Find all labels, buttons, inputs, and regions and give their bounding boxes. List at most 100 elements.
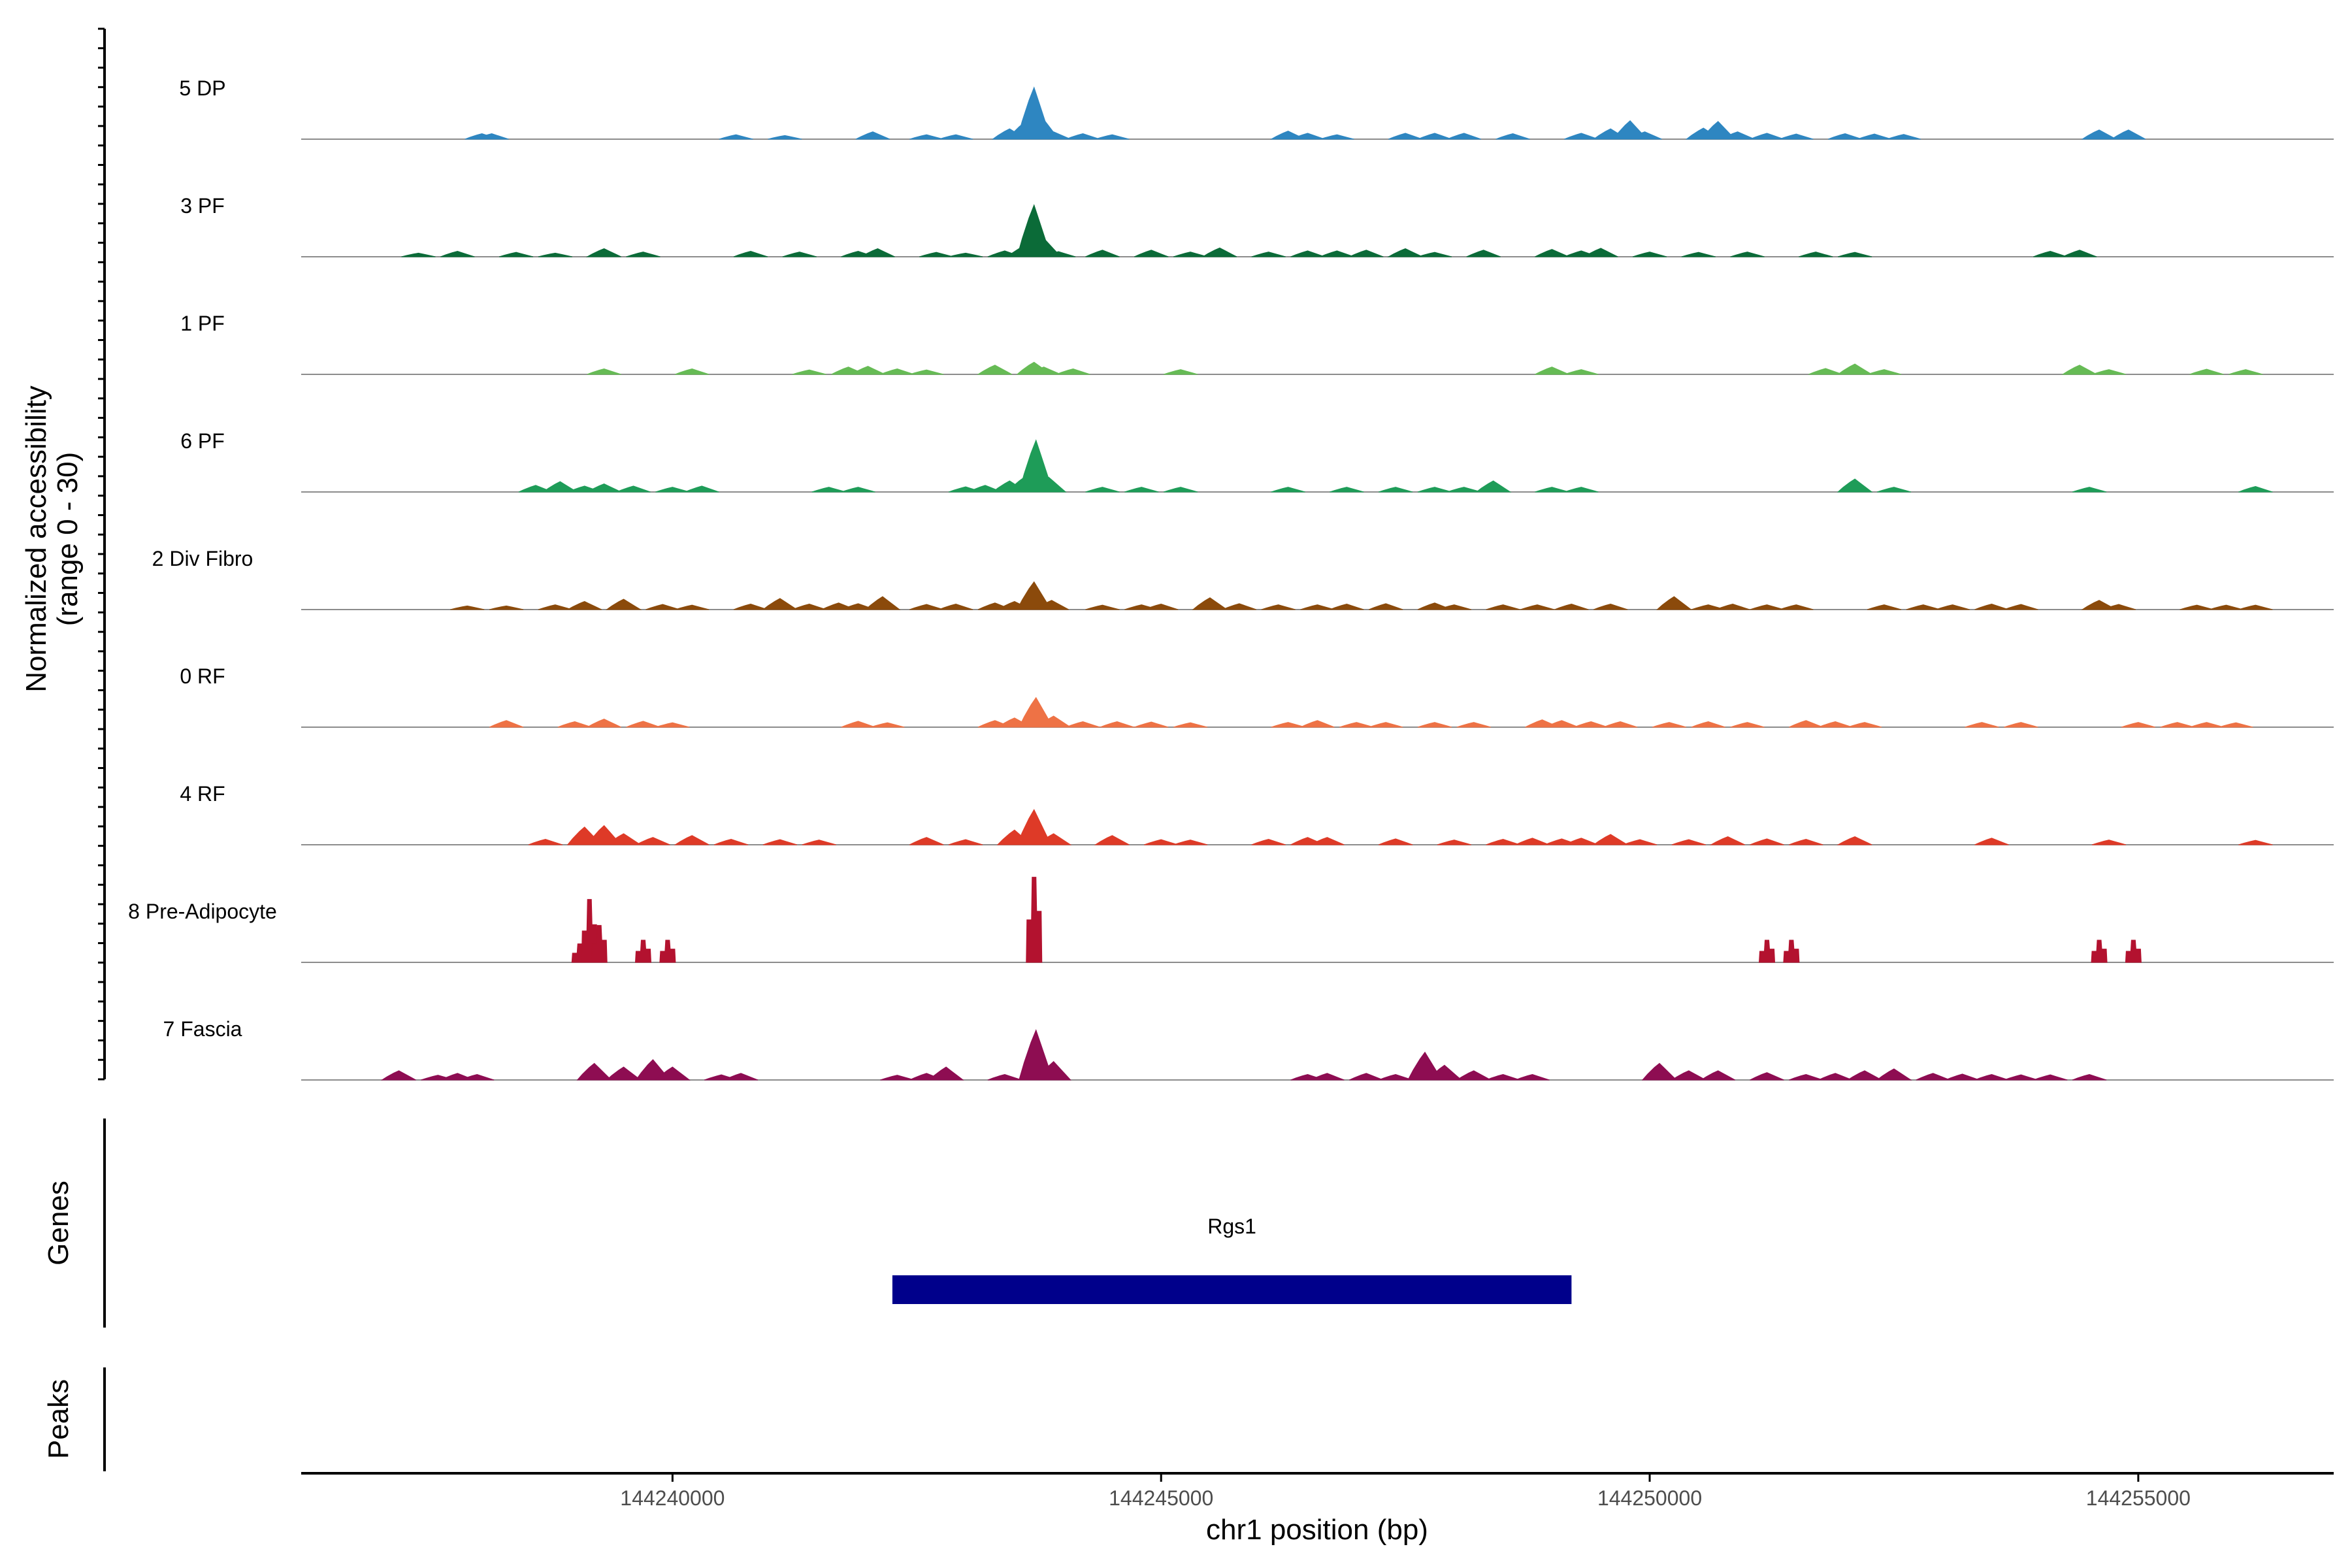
coverage-peak: [733, 250, 768, 257]
x-tick-label: 144245000: [1109, 1486, 1213, 1510]
coverage-peak: [489, 720, 524, 728]
coverage-peak: [1886, 134, 1921, 140]
coverage-peak: [1535, 367, 1569, 375]
coverage-peak: [655, 722, 690, 728]
coverage-peak: [1750, 133, 1784, 140]
coverage-peak: [1036, 833, 1072, 845]
coverage-peak: [1173, 722, 1208, 728]
track-label: 4 RF: [180, 782, 225, 806]
coverage-peak: [855, 131, 890, 140]
coverage-peak: [1300, 720, 1335, 728]
coverage-peak: [1201, 247, 1237, 257]
coverage-peak: [928, 1066, 964, 1081]
coverage-peak: [1818, 721, 1853, 728]
coverage-peak: [1486, 838, 1520, 845]
y-axis: [98, 27, 106, 1081]
coverage-peak: [585, 248, 621, 257]
genes-panel: Genes Rgs1: [42, 1119, 1572, 1328]
coverage-peak: [880, 368, 915, 375]
coverage-peak: [1330, 603, 1364, 610]
coverage-peak: [1310, 1073, 1345, 1081]
coverage-peak: [811, 487, 846, 493]
coverage-peak: [762, 598, 798, 610]
track-2-div-fibro: 2 Div Fibro: [152, 547, 2334, 610]
track-5-dp: 5 DP: [179, 76, 2334, 140]
coverage-peak: [948, 839, 983, 845]
coverage-peak: [675, 368, 710, 375]
coverage-peak: [909, 604, 944, 610]
coverage-peak: [1271, 487, 1305, 493]
track-0-rf: 0 RF: [180, 664, 2334, 728]
coverage-peak: [1876, 1068, 1912, 1081]
coverage-peak: [2209, 604, 2244, 610]
coverage-peak: [538, 252, 572, 257]
coverage-peak: [1387, 248, 1423, 257]
coverage-peak: [1320, 250, 1354, 257]
track-3-pf: 3 PF: [180, 194, 2334, 257]
coverage-peak: [2062, 250, 2097, 257]
coverage-peak: [1837, 363, 1873, 375]
coverage-peak: [2072, 1073, 2107, 1081]
coverage-peak: [1867, 369, 1902, 375]
coverage-peak: [864, 596, 901, 610]
coverage-peak: [1789, 1073, 1823, 1081]
coverage-peak: [1085, 604, 1120, 610]
coverage-peak: [1827, 133, 1863, 140]
coverage-peak: [380, 1070, 416, 1081]
coverage-peak: [1715, 603, 1750, 610]
coverage-peak: [713, 838, 749, 845]
coverage-peak: [538, 604, 573, 610]
x-axis-title: chr1 position (bp): [1206, 1514, 1428, 1546]
coverage-peak: [1906, 604, 1940, 610]
coverage-peak: [1066, 721, 1100, 728]
coverage-peak: [1574, 721, 1609, 728]
coverage-peak: [2101, 604, 2136, 610]
coverage-peak: [1974, 603, 2009, 610]
coverage-peak: [645, 604, 680, 610]
coverage-peak: [1847, 722, 1882, 728]
x-tick-label: 144240000: [620, 1486, 725, 1510]
coverage-peak: [1691, 721, 1725, 728]
track-4-rf: 4 RF: [180, 782, 2334, 845]
coverage-peak: [1320, 134, 1354, 140]
coverage-peak: [719, 134, 753, 140]
coverage-peak: [1671, 1070, 1707, 1081]
coverage-peak: [792, 603, 826, 610]
coverage-peak: [489, 605, 524, 610]
coverage-peak: [1041, 251, 1076, 257]
coverage-peak: [1036, 1060, 1071, 1081]
coverage-peak: [1592, 834, 1629, 845]
coverage-peak: [2238, 840, 2273, 845]
coverage-peak: [1709, 836, 1745, 845]
peaks-panel: Peaks: [42, 1367, 106, 1471]
coverage-peak: [1808, 368, 1843, 375]
coverage-peak: [1437, 604, 1472, 610]
coverage-peak: [1671, 839, 1707, 845]
coverage-peak: [1271, 722, 1305, 728]
coverage-peak: [762, 839, 798, 845]
coverage-peak: [2238, 485, 2273, 493]
coverage-peak: [616, 485, 651, 493]
coverage-peak: [576, 1062, 612, 1081]
coverage-peak: [1369, 603, 1403, 610]
coverage-peak: [2004, 1074, 2038, 1081]
coverage-peak: [1124, 487, 1159, 493]
coverage-peak: [474, 133, 509, 140]
coverage-peak: [2033, 1074, 2068, 1081]
coverage-peak: [1974, 838, 2009, 845]
coverage-peak: [948, 252, 983, 257]
coverage-peak: [1066, 133, 1100, 140]
coverage-peak: [1173, 252, 1208, 257]
coverage-peak: [1681, 252, 1716, 257]
coverage-peak: [655, 1066, 691, 1081]
coverage-peak: [1632, 252, 1667, 257]
coverage-peak: [2160, 722, 2195, 728]
coverage-peak: [1222, 603, 1257, 610]
coverage-peak: [1730, 722, 1765, 728]
coverage-peak: [1758, 939, 1776, 963]
coverage-peak: [1144, 839, 1179, 845]
coverage-peak: [1974, 1073, 2009, 1081]
coverage-peak: [938, 603, 973, 610]
coverage-peak: [1417, 722, 1452, 728]
coverage-peak: [1730, 252, 1765, 257]
